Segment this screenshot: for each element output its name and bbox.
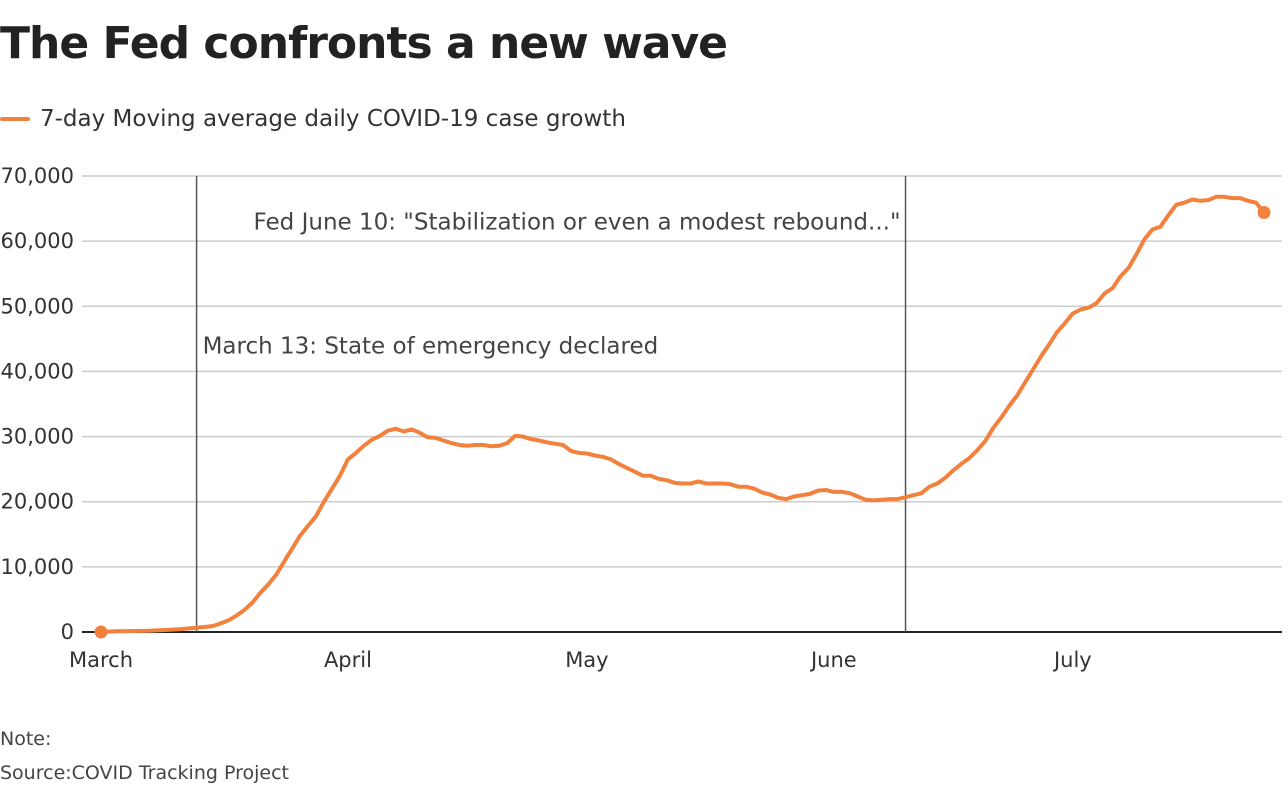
series-start-point [94, 625, 108, 639]
y-tick-label: 10,000 [1, 555, 74, 579]
annotation-label: March 13: State of emergency declared [203, 333, 659, 359]
line-chart: 0 10,000 20,000 30,000 40,000 50,000 60,000 70,… [1, 164, 1282, 672]
note-text: Note: [0, 728, 52, 750]
series-line [99, 194, 1266, 634]
x-tick-label: April [324, 648, 372, 672]
source-text: Source:COVID Tracking Project [0, 762, 289, 784]
legend-label: 7-day Moving average daily COVID-19 case… [40, 106, 626, 132]
legend-swatch [0, 117, 30, 121]
y-tick-label: 20,000 [1, 490, 74, 514]
legend: 7-day Moving average daily COVID-19 case… [0, 106, 626, 132]
x-tick-label: May [565, 648, 608, 672]
chart-title: The Fed confronts a new wave [0, 18, 728, 69]
y-tick-label: 70,000 [1, 164, 74, 188]
x-tick-label: July [1052, 648, 1092, 672]
x-tick-label: June [809, 648, 857, 672]
annotation-label: Fed June 10: "Stabilization or even a mo… [254, 210, 901, 236]
y-tick-label: 0 [61, 620, 74, 644]
y-tick-label: 30,000 [1, 425, 74, 449]
x-tick-label: March [69, 648, 133, 672]
series-end-point [1257, 205, 1271, 219]
y-tick-label: 50,000 [1, 294, 74, 318]
y-tick-label: 40,000 [1, 359, 74, 383]
y-tick-label: 60,000 [1, 229, 74, 253]
